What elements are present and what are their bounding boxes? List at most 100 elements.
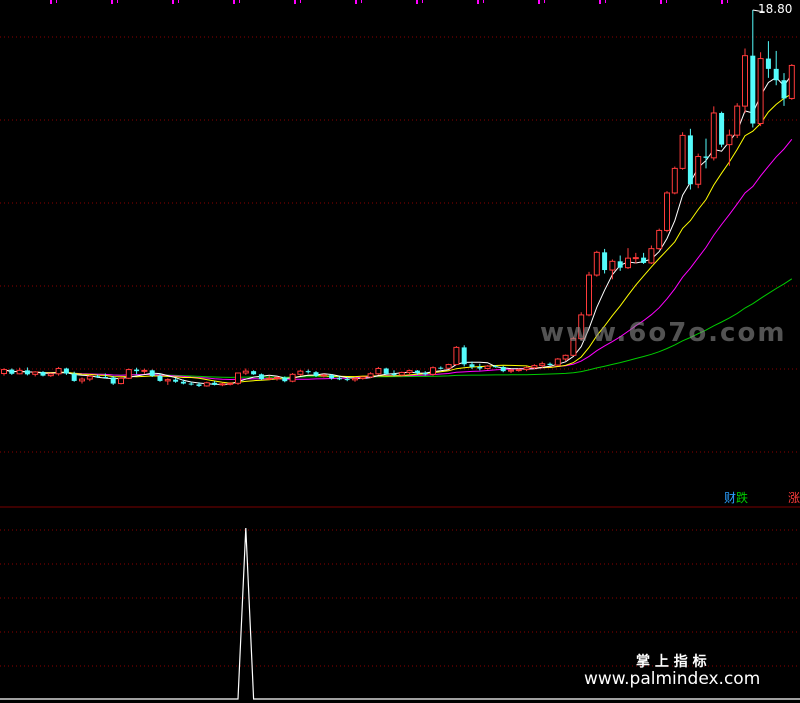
candle-body-down: [71, 373, 77, 381]
candle-body-up: [430, 367, 436, 375]
candle-body-up: [375, 368, 382, 375]
candle-body-down: [641, 257, 647, 263]
top-marker: [361, 0, 362, 3]
candle-body-up: [445, 364, 452, 369]
candle-body-down: [383, 368, 389, 374]
candle-body-down: [492, 366, 498, 368]
top-marker: [605, 0, 606, 3]
candle-body-up: [648, 248, 655, 264]
top-marker: [416, 0, 418, 4]
candle-body-down: [95, 376, 101, 378]
candle-body-up: [539, 363, 546, 367]
top-marker: [50, 0, 52, 4]
watermark-title: 掌 上 指 标: [636, 653, 707, 670]
candle-body-down: [477, 366, 483, 369]
candle-body-down: [188, 383, 194, 385]
candle-body-down: [773, 68, 779, 81]
candle-body-up: [320, 374, 327, 377]
candle-body-down: [180, 381, 186, 384]
candle-body-up: [586, 274, 592, 316]
candle-body-down: [149, 370, 155, 376]
top-marker: [233, 0, 235, 4]
candle-body-down: [212, 382, 218, 385]
candle-body-up: [235, 372, 241, 384]
top-marker: [538, 0, 540, 4]
candle-body-up: [359, 376, 366, 380]
grid-lines: [0, 36, 800, 667]
top-marker: [666, 0, 667, 3]
candle-body-down: [414, 370, 420, 373]
candle-body-up: [554, 358, 561, 366]
candle-body-up: [86, 375, 93, 380]
candle-body-up: [562, 354, 569, 360]
candle-body-up: [593, 251, 600, 276]
top-marker: [239, 0, 240, 3]
candle-body-up: [297, 370, 304, 375]
candle-body-down: [438, 367, 444, 369]
candle-body-down: [24, 370, 30, 375]
candle-body-up: [570, 338, 577, 356]
candle-body-up: [289, 373, 296, 382]
candle-body-down: [63, 368, 69, 374]
candle-body-up: [141, 369, 148, 372]
candle-body-down: [173, 379, 179, 382]
candle-body-up: [118, 377, 124, 385]
candle-body-up: [757, 58, 764, 125]
candle-body-up: [203, 382, 210, 387]
candle-body-down: [110, 377, 116, 384]
candle-body-up: [632, 257, 639, 260]
candle-body-up: [656, 229, 663, 250]
watermark-6o7o: www.6o7o.com: [540, 318, 786, 348]
top-marker: [483, 0, 484, 3]
top-marker: [294, 0, 296, 4]
price-max-label: 18.80: [758, 2, 792, 16]
top-marker: [117, 0, 118, 3]
moving-average-lines: [3, 74, 793, 385]
candle-body-up: [47, 373, 54, 377]
candle-body-down: [500, 366, 506, 372]
candle-body-up: [164, 379, 171, 382]
indicator-line: [0, 527, 800, 700]
candle-body-up: [16, 369, 23, 375]
candle-body-down: [9, 369, 15, 374]
candle-body-up: [664, 192, 670, 231]
candle-body-up: [484, 365, 491, 370]
candle-body-up: [625, 257, 631, 269]
candle-body-down: [781, 80, 787, 99]
candle-body-down: [617, 261, 623, 268]
candle-body-up: [726, 134, 733, 146]
candle-body-up: [710, 112, 717, 159]
candle-body-down: [102, 376, 108, 378]
candle-body-up: [125, 369, 132, 379]
candle-body-down: [687, 135, 693, 185]
candle-body-down: [313, 372, 319, 376]
indicator-panel: [0, 527, 800, 700]
candle-body-down: [134, 369, 140, 372]
candle-body-up: [406, 370, 413, 373]
top-marker: [172, 0, 174, 4]
candle-body-down: [547, 363, 553, 366]
candle-body-up: [742, 55, 748, 107]
candle-body-down: [258, 374, 264, 380]
candle-body-down: [196, 384, 202, 386]
top-marker: [721, 0, 723, 4]
candle-body-down: [329, 375, 335, 379]
candle-body-up: [219, 383, 226, 386]
candle-body-down: [391, 373, 397, 376]
candle-body-down: [422, 373, 428, 375]
candlestick-series: [1, 9, 795, 387]
candle-body-up: [79, 378, 85, 382]
candle-body-up: [578, 314, 585, 340]
candle-body-up: [367, 373, 374, 378]
candle-body-down: [469, 364, 475, 367]
candle-body-up: [242, 370, 249, 374]
top-marker: [111, 0, 113, 4]
legend-die: 跌: [736, 490, 748, 505]
top-marker: [355, 0, 357, 4]
candle-body-down: [602, 252, 608, 271]
candle-body-up: [352, 378, 358, 381]
legend-cai: 财: [724, 491, 736, 505]
candle-body-down: [750, 55, 756, 124]
candle-body-up: [398, 371, 405, 376]
